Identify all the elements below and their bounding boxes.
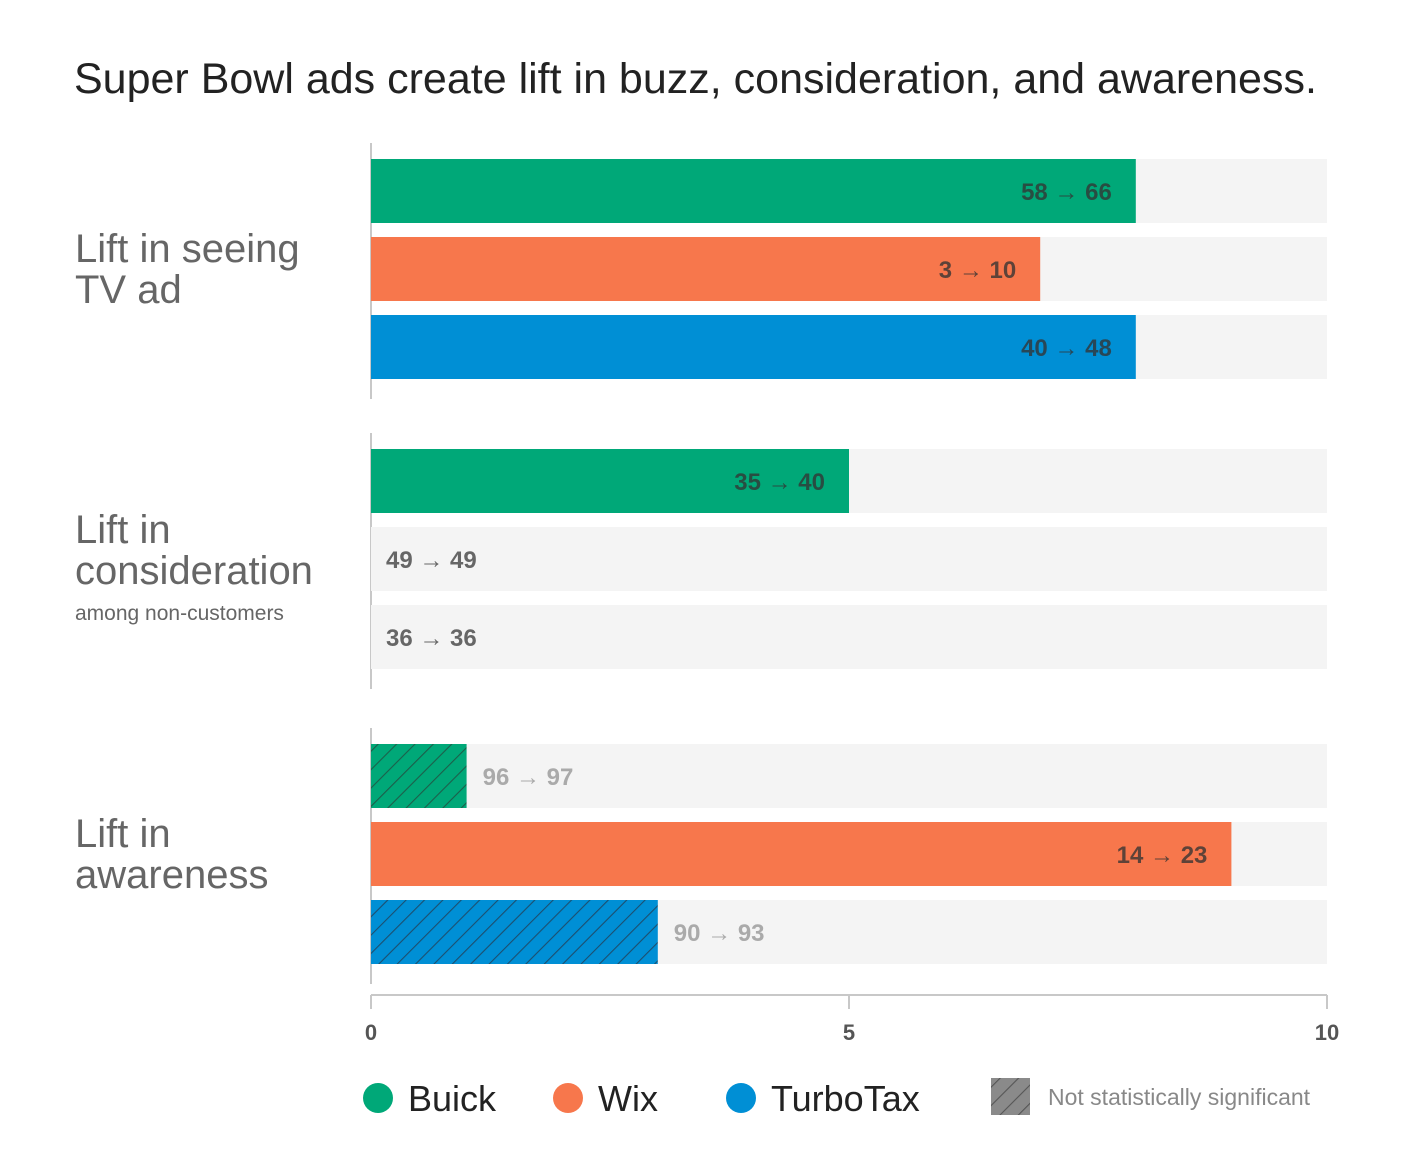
group-label: Lift in seeing TV ad [75,227,300,312]
bar-group-2: Lift in consideration among non-customers 3… [75,433,1327,689]
bar-data-label: 40 → 48 [1021,335,1112,362]
x-axis: 0 5 10 [365,994,1339,1045]
bar-data-label: 3 → 10 [939,257,1016,284]
bar-wix [371,822,1232,886]
group-label-line: awareness [75,853,268,897]
x-tick-label: 10 [1315,1020,1339,1045]
bar-data-label: 58 → 66 [1021,179,1112,206]
legend-hatch-swatch [991,1078,1030,1115]
bar-data-label: 49 → 49 [386,547,477,574]
chart-title: Super Bowl ads create lift in buzz, cons… [74,55,1317,103]
bar-data-label: 36 → 36 [386,625,477,652]
group-label: Lift in awareness [75,812,268,897]
bar-turbotax [371,900,658,964]
group-label-line: TV ad [75,268,182,312]
legend: Buick Wix TurboTax Not statistically signif… [363,1078,1311,1119]
group-sublabel: among non-customers [75,602,284,625]
group-label-line: consideration [75,549,313,593]
legend-label-buick: Buick [408,1078,497,1119]
group-label: Lift in consideration [75,508,313,593]
bar-data-label: 35 → 40 [734,469,825,496]
legend-label-turbotax: TurboTax [771,1078,920,1119]
bar-buick [371,449,849,513]
x-tick-label: 0 [365,1020,377,1045]
bar-group-3: Lift in awareness 96 → 97 14 → 23 90 → 93 [75,728,1327,984]
bar-track [371,744,1327,808]
bar-data-label: 14 → 23 [1117,842,1208,869]
bar-data-label: 96 → 97 [483,764,574,791]
bar-turbotax [371,315,1136,379]
legend-hatch-label: Not statistically significant [1048,1084,1311,1110]
bar-data-label: 90 → 93 [674,920,765,947]
legend-label-wix: Wix [598,1078,658,1119]
bar-track [371,527,1327,591]
bar-wix [371,237,1041,301]
group-label-line: Lift in [75,812,171,856]
x-tick-label: 5 [843,1020,855,1045]
legend-swatch-wix [553,1083,583,1113]
bar-buick [371,744,467,808]
legend-swatch-turbotax [726,1083,756,1113]
bar-buick [371,159,1136,223]
group-label-line: Lift in [75,508,171,552]
bar-group-1: Lift in seeing TV ad 58 → 66 3 → 10 40 → 48 [75,143,1327,399]
legend-swatch-buick [363,1083,393,1113]
bar-track [371,605,1327,669]
group-label-line: Lift in seeing [75,227,300,271]
